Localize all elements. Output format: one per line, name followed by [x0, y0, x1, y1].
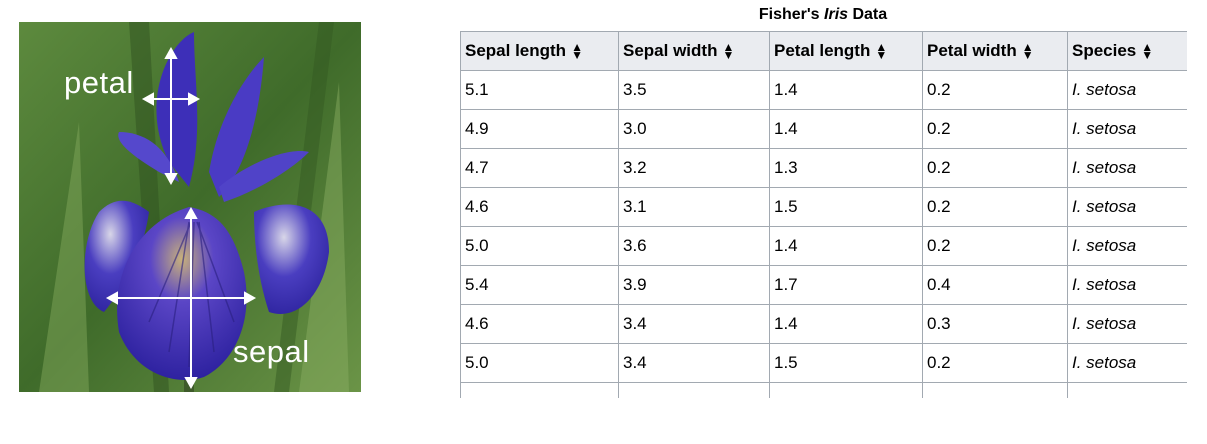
cell-sepal-width: 3.4: [618, 343, 770, 383]
cell-sepal-width: 3.9: [618, 265, 770, 305]
cell-petal-width: [922, 382, 1068, 398]
cell-sepal-width: 3.6: [618, 226, 770, 266]
column-header-petal-length[interactable]: Petal length ▲ ▼: [769, 31, 923, 71]
cell-petal-width: 0.2: [922, 343, 1068, 383]
table-row: 4.6 3.4 1.4 0.3 I. setosa: [460, 304, 1187, 344]
cell-sepal-length: 4.6: [460, 187, 619, 227]
cell-petal-width: 0.4: [922, 265, 1068, 305]
sort-arrows-icon[interactable]: ▲ ▼: [571, 40, 583, 62]
cell-sepal-width: [618, 382, 770, 398]
sort-arrows-icon[interactable]: ▲ ▼: [875, 40, 888, 62]
cell-petal-length: 1.7: [769, 265, 923, 305]
cell-species: I. setosa: [1067, 226, 1187, 266]
cell-species: I. setosa: [1067, 70, 1187, 110]
table-caption: Fisher's Iris Data: [460, 6, 1186, 24]
caption-italic: Iris: [824, 6, 849, 23]
sort-arrows-icon[interactable]: ▲ ▼: [1141, 40, 1154, 62]
cell-sepal-length: 5.0: [460, 226, 619, 266]
petal-measure-arrows: [141, 46, 201, 186]
table-row: 4.9 3.0 1.4 0.2 I. setosa: [460, 109, 1187, 149]
sepal-shape: [117, 207, 247, 380]
cell-sepal-width: 3.0: [618, 109, 770, 149]
cell-species: I. setosa: [1067, 265, 1187, 305]
petal-shape: [156, 32, 198, 187]
cell-sepal-width: 3.1: [618, 187, 770, 227]
iris-data-table: Sepal length ▲ ▼ Sepal width ▲ ▼ Petal lengt…: [460, 31, 1187, 398]
cell-petal-length: 1.4: [769, 109, 923, 149]
cell-petal-width: 0.2: [922, 148, 1068, 188]
sepal-label: sepal: [233, 334, 310, 369]
cell-sepal-length: 4.6: [460, 304, 619, 344]
caption-suffix: Data: [848, 6, 888, 23]
header-row: Sepal length ▲ ▼ Sepal width ▲ ▼ Petal lengt…: [460, 31, 1187, 71]
cell-species: I. setosa: [1067, 343, 1187, 383]
column-header-sepal-width[interactable]: Sepal width ▲ ▼: [618, 31, 770, 71]
cell-petal-width: 0.2: [922, 226, 1068, 266]
column-header-species[interactable]: Species ▲ ▼: [1067, 31, 1187, 71]
table-row: 4.7 3.2 1.3 0.2 I. setosa: [460, 148, 1187, 188]
cell-petal-length: 1.5: [769, 187, 923, 227]
table-row: 5.0 3.4 1.5 0.2 I. setosa: [460, 343, 1187, 383]
cell-sepal-length: [460, 382, 619, 398]
sepal-measure-arrows: [105, 206, 257, 390]
cell-sepal-length: 5.4: [460, 265, 619, 305]
cell-species: I. setosa: [1067, 187, 1187, 227]
table-row: 5.4 3.9 1.7 0.4 I. setosa: [460, 265, 1187, 305]
cell-sepal-width: 3.5: [618, 70, 770, 110]
cell-sepal-width: 3.4: [618, 304, 770, 344]
cell-petal-length: 1.4: [769, 70, 923, 110]
iris-illustration: [19, 22, 361, 392]
petal-label: petal: [64, 65, 134, 100]
cell-petal-length: [769, 382, 923, 398]
cell-petal-length: 1.4: [769, 226, 923, 266]
cell-species: I. setosa: [1067, 148, 1187, 188]
cell-petal-length: 1.4: [769, 304, 923, 344]
table-row: 5.1 3.5 1.4 0.2 I. setosa: [460, 70, 1187, 110]
column-header-sepal-length[interactable]: Sepal length ▲ ▼: [460, 31, 619, 71]
cell-species: [1067, 382, 1187, 398]
cell-sepal-length: 4.9: [460, 109, 619, 149]
cell-petal-width: 0.2: [922, 187, 1068, 227]
table-row-partial: [460, 382, 1187, 398]
cell-petal-width: 0.3: [922, 304, 1068, 344]
cell-species: I. setosa: [1067, 304, 1187, 344]
iris-photo: petal sepal: [19, 22, 361, 392]
cell-petal-width: 0.2: [922, 109, 1068, 149]
sort-arrows-icon[interactable]: ▲ ▼: [722, 40, 735, 62]
cell-petal-length: 1.3: [769, 148, 923, 188]
cell-petal-width: 0.2: [922, 70, 1068, 110]
iris-table-container: Sepal length ▲ ▼ Sepal width ▲ ▼ Petal lengt…: [460, 31, 1187, 398]
cell-sepal-length: 5.1: [460, 70, 619, 110]
sort-arrows-icon[interactable]: ▲ ▼: [1021, 40, 1034, 62]
cell-petal-length: 1.5: [769, 343, 923, 383]
cell-sepal-length: 5.0: [460, 343, 619, 383]
caption-prefix: Fisher's: [758, 6, 825, 23]
column-header-petal-width[interactable]: Petal width ▲ ▼: [922, 31, 1068, 71]
table-row: 5.0 3.6 1.4 0.2 I. setosa: [460, 226, 1187, 266]
cell-sepal-length: 4.7: [460, 148, 619, 188]
cell-sepal-width: 3.2: [618, 148, 770, 188]
cell-species: I. setosa: [1067, 109, 1187, 149]
table-row: 4.6 3.1 1.5 0.2 I. setosa: [460, 187, 1187, 227]
